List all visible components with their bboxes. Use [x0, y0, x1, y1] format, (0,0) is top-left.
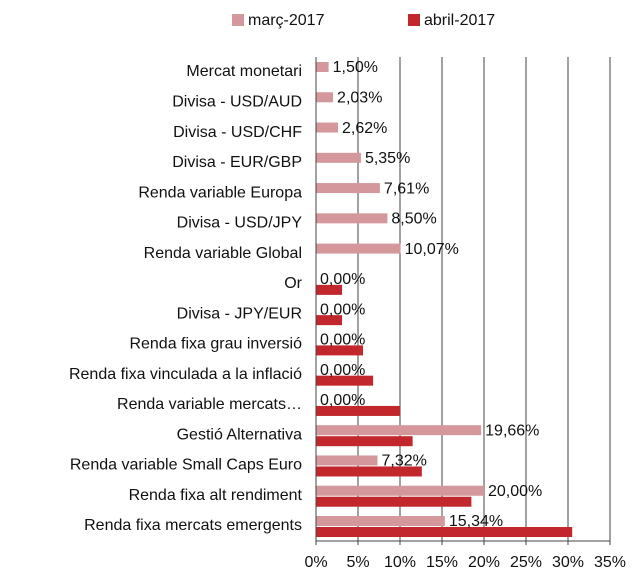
bar — [316, 455, 378, 466]
bar — [316, 466, 422, 477]
bar — [316, 527, 573, 537]
bar — [316, 436, 413, 447]
bar — [316, 375, 374, 386]
legend-label: març-2017 — [248, 12, 325, 29]
bar — [316, 92, 334, 103]
x-tick-label: 35% — [594, 554, 626, 571]
y-tick-label: Renda variable Small Caps Euro — [70, 457, 302, 474]
y-tick-label: Gestió Alternativa — [177, 426, 303, 443]
data-label: 0,00% — [320, 301, 365, 318]
bar — [316, 496, 472, 507]
y-tick-label: Renda fixa mercats emergents — [84, 517, 302, 534]
bar — [316, 405, 400, 416]
y-tick-label: Divisa - USD/CHF — [173, 124, 302, 141]
bar — [316, 315, 343, 326]
y-tick-label: Renda fixa grau inversió — [129, 336, 302, 353]
data-label: 8,50% — [391, 211, 436, 228]
y-tick-label: Divisa - USD/AUD — [172, 93, 302, 110]
legend-swatch — [408, 14, 420, 26]
bar — [316, 425, 482, 436]
data-label: 0,00% — [320, 362, 365, 379]
y-tick-label: Renda fixa vinculada a la inflació — [69, 366, 302, 383]
bar — [316, 243, 401, 254]
y-tick-label: Divisa - JPY/EUR — [177, 305, 302, 322]
data-label: 19,66% — [485, 422, 539, 439]
bar — [316, 284, 343, 295]
data-label: 10,07% — [405, 241, 459, 258]
bar — [316, 345, 364, 356]
data-label: 15,34% — [449, 513, 503, 530]
data-label: 20,00% — [488, 483, 542, 500]
bar — [316, 183, 380, 194]
y-tick-label: Mercat monetari — [186, 63, 302, 80]
bar — [316, 213, 388, 224]
data-label: 7,32% — [381, 453, 426, 470]
y-tick-label: Renda variable Europa — [138, 184, 302, 201]
x-tick-label: 5% — [346, 554, 369, 571]
x-tick-label: 15% — [426, 554, 458, 571]
bar — [316, 485, 484, 496]
x-tick-label: 30% — [552, 554, 584, 571]
data-label: 0,00% — [320, 392, 365, 409]
y-tick-label: Divisa - USD/JPY — [177, 215, 303, 232]
y-tick-label: Renda variable mercats… — [117, 396, 302, 413]
bar — [316, 62, 329, 72]
data-label: 2,62% — [342, 120, 387, 137]
legend-label: abril-2017 — [424, 12, 495, 29]
x-tick-label: 0% — [304, 554, 327, 571]
legend-swatch — [232, 14, 244, 26]
y-tick-label: Divisa - EUR/GBP — [172, 154, 302, 171]
x-tick-label: 20% — [468, 554, 500, 571]
data-label: 7,61% — [384, 180, 429, 197]
data-label: 5,35% — [365, 150, 410, 167]
data-label: 2,03% — [337, 89, 382, 106]
data-label: 0,00% — [320, 271, 365, 288]
bar — [316, 152, 361, 163]
bar — [316, 122, 339, 133]
x-tick-label: 25% — [510, 554, 542, 571]
y-tick-label: Renda variable Global — [144, 245, 302, 262]
bar — [316, 516, 445, 526]
data-label: 1,50% — [333, 59, 378, 76]
data-label: 0,00% — [320, 332, 365, 349]
y-tick-label: Renda fixa alt rendiment — [129, 487, 303, 504]
y-tick-label: Or — [284, 275, 302, 292]
x-tick-label: 10% — [384, 554, 416, 571]
